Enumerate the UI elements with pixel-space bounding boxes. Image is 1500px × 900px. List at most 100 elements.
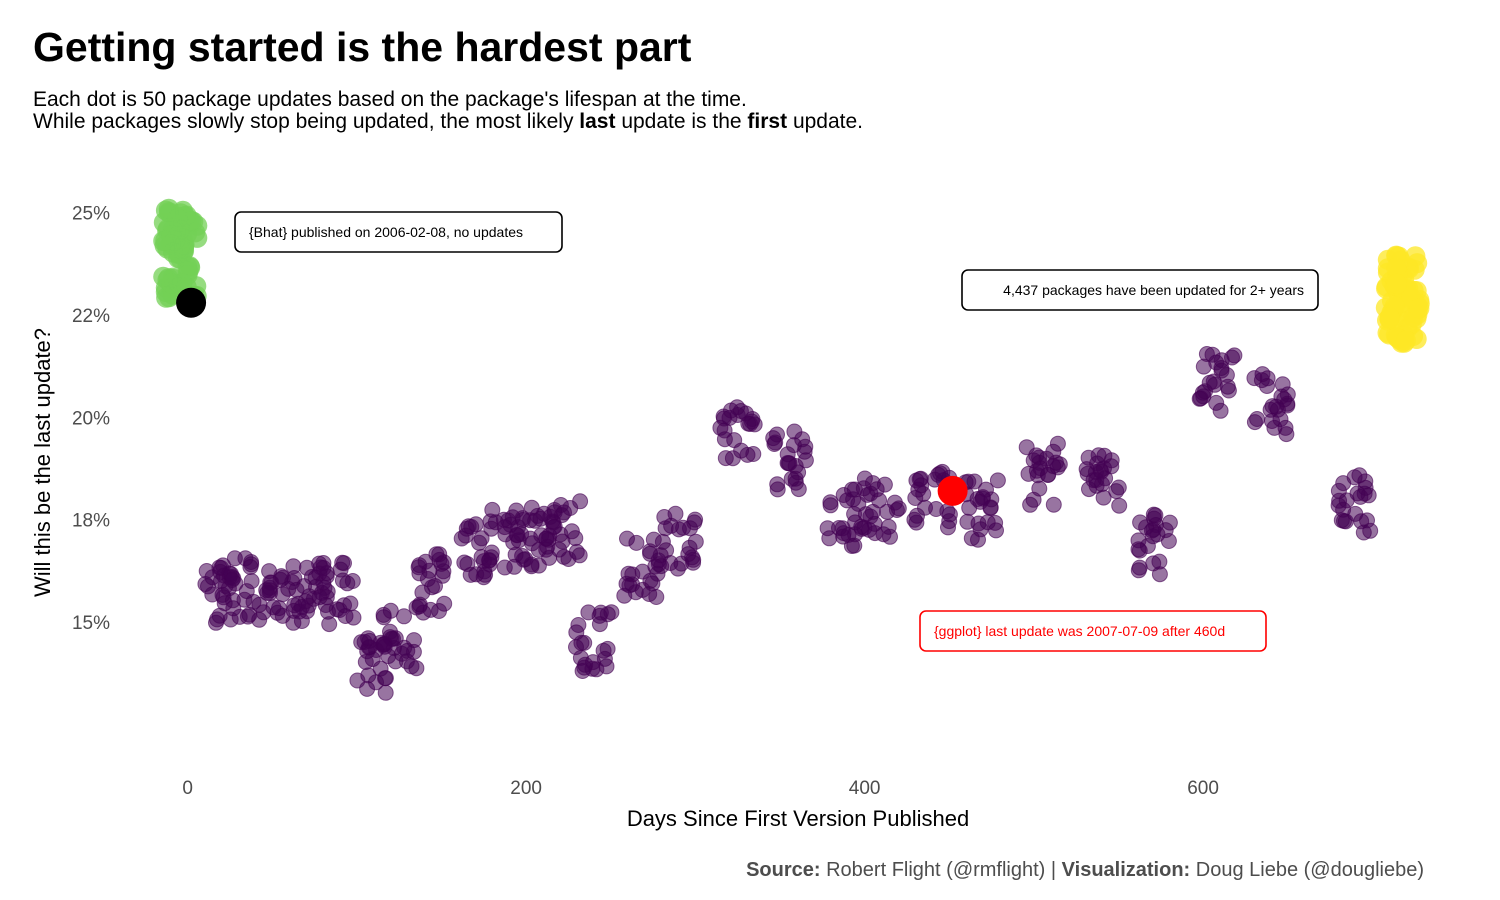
data-point	[415, 604, 432, 621]
highlight-point	[176, 287, 207, 318]
data-point	[1130, 562, 1147, 579]
data-point	[568, 543, 585, 560]
y-tick-label: 18%	[72, 511, 110, 532]
data-point	[989, 472, 1006, 489]
data-point	[265, 599, 282, 616]
data-point	[1254, 366, 1271, 383]
data-point	[648, 589, 665, 605]
long-lived-point	[1405, 246, 1426, 267]
x-tick-label: 0	[182, 778, 193, 799]
data-point	[687, 533, 704, 550]
data-point	[224, 572, 241, 588]
caption-source-text: Robert Flight (@rmflight) |	[820, 859, 1062, 881]
data-point	[941, 513, 958, 530]
data-point	[1224, 349, 1240, 366]
data-point	[1347, 505, 1364, 522]
data-point	[1362, 522, 1379, 539]
annotation-long-lived-box	[961, 269, 1319, 311]
data-point	[907, 490, 924, 506]
data-point	[483, 520, 500, 537]
data-point	[1272, 411, 1289, 428]
subtitle-text-e: update.	[787, 110, 864, 133]
data-point	[551, 541, 568, 558]
data-point	[779, 446, 796, 463]
chart-subtitle: Each dot is 50 package updates based on …	[33, 89, 863, 133]
data-point	[481, 552, 498, 569]
data-point	[514, 510, 531, 527]
long-lived-point	[1386, 258, 1407, 278]
data-point	[259, 585, 276, 601]
data-point	[1097, 470, 1114, 487]
data-point	[576, 659, 593, 676]
data-point	[568, 624, 585, 641]
data-point	[216, 595, 233, 612]
data-point	[1149, 526, 1166, 543]
data-point	[822, 497, 839, 514]
subtitle-text-a: While packages slowly stop being updated…	[33, 110, 580, 133]
annotation-long-lived-label: 4,437 packages have been updated for 2+ …	[1003, 282, 1304, 298]
data-point	[1111, 497, 1128, 514]
subtitle-text-c: update is the	[615, 110, 748, 133]
data-point	[1218, 367, 1235, 383]
data-point	[669, 560, 686, 577]
long-lived-point	[1395, 330, 1416, 351]
data-point	[473, 530, 490, 547]
data-point	[717, 450, 734, 467]
long-lived-point	[1379, 307, 1400, 328]
data-point	[890, 500, 907, 517]
data-point	[238, 583, 255, 600]
y-tick-label: 20%	[72, 408, 110, 429]
data-point	[288, 581, 305, 598]
data-point	[856, 470, 873, 487]
data-point	[591, 616, 608, 633]
data-point	[311, 589, 328, 606]
data-point	[620, 565, 637, 582]
data-point	[1022, 496, 1039, 513]
data-point	[387, 653, 404, 670]
data-point	[321, 616, 338, 633]
data-point	[293, 613, 310, 629]
x-tick-label: 200	[510, 778, 542, 799]
data-point	[972, 521, 989, 538]
data-point	[988, 522, 1004, 539]
data-point	[595, 642, 612, 659]
long-lived-point	[1409, 298, 1430, 319]
annotation-bhat-box	[234, 211, 563, 253]
data-point	[204, 586, 221, 603]
data-point	[1201, 374, 1218, 391]
data-point	[657, 520, 674, 537]
data-point	[1145, 555, 1162, 572]
y-axis-label: Will this be the last update?	[30, 328, 55, 597]
data-point	[861, 521, 878, 538]
data-point	[496, 519, 513, 536]
data-point	[436, 595, 453, 612]
data-point	[408, 660, 425, 677]
data-point	[376, 638, 393, 655]
x-tick-label: 400	[849, 778, 881, 799]
data-point	[675, 519, 692, 536]
data-point	[382, 602, 399, 619]
data-point	[1191, 390, 1208, 407]
data-point	[419, 571, 436, 587]
data-point	[414, 584, 431, 601]
data-point	[1147, 507, 1164, 524]
data-point	[339, 575, 356, 592]
long-lived-point	[1403, 280, 1424, 301]
chart-caption: Source: Robert Flight (@rmflight) | Visu…	[746, 859, 1424, 882]
data-point	[457, 527, 474, 544]
y-tick-label: 15%	[72, 613, 110, 634]
data-point	[428, 546, 445, 563]
data-point	[790, 481, 807, 498]
first-update-point	[170, 236, 191, 256]
data-point	[226, 550, 243, 567]
subtitle-emphasis-last: last	[579, 110, 616, 133]
data-point	[906, 511, 923, 528]
data-point	[239, 608, 256, 625]
data-point	[961, 499, 978, 516]
data-point	[1351, 467, 1368, 484]
data-point	[242, 559, 259, 575]
subtitle-line-1: Each dot is 50 package updates based on …	[33, 88, 747, 111]
data-point	[285, 558, 302, 575]
data-point	[680, 546, 697, 563]
